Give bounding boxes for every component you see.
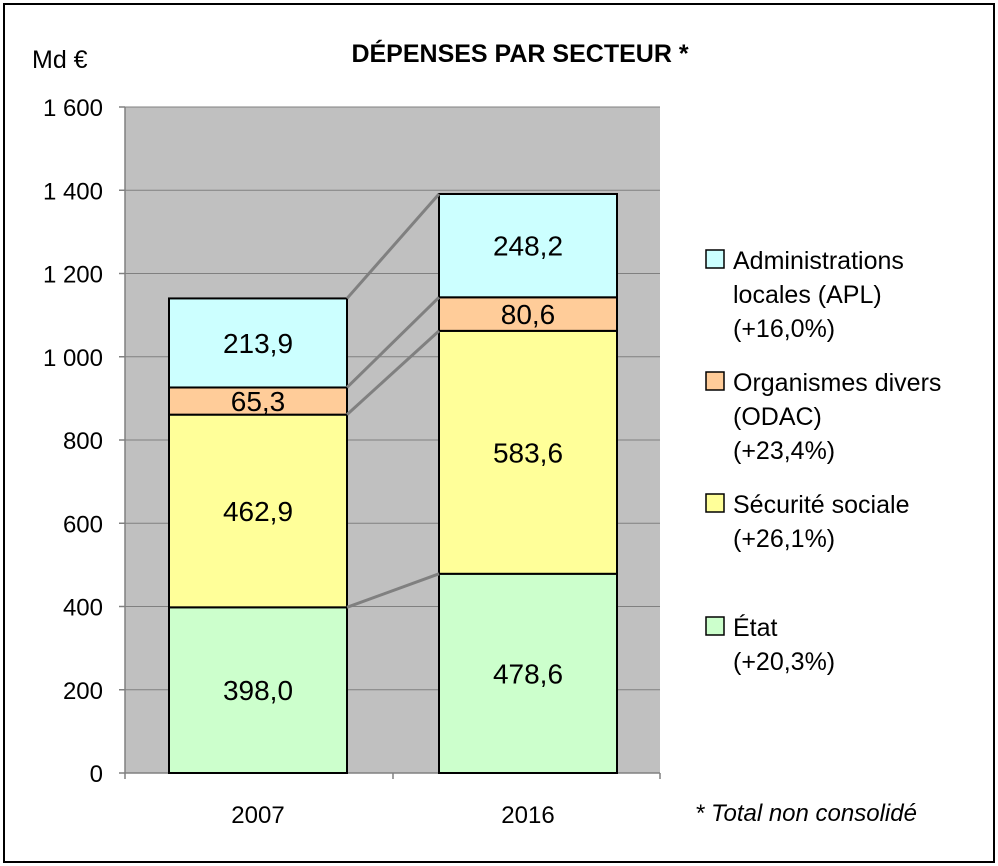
y-tick-label: 400 [63,595,103,622]
legend-swatch [705,371,725,391]
bar-segment [438,192,618,299]
data-label: 213,9 [223,328,293,359]
legend-label: (ODAC) [733,403,822,431]
y-tick-label: 1 200 [43,262,103,289]
series-connector-line [345,296,441,389]
chart-title: DÉPENSES PAR SECTEUR * [351,39,688,68]
y-tick-label: 1 000 [43,345,103,372]
legend-swatch [705,249,725,269]
data-label: 248,2 [493,231,563,262]
legend-label: Sécurité sociale [733,491,909,519]
bar-segment [438,329,618,575]
legend-label: Administrations [733,247,904,275]
data-label: 462,9 [223,496,293,527]
bar-segment [168,413,348,609]
legend-swatch [705,616,725,636]
bar-segment [168,386,348,416]
y-tick-label: 0 [90,761,103,788]
bar-segment [168,606,348,775]
data-label: 65,3 [231,386,286,417]
legend-swatch [705,493,725,513]
legend-label: (+26,1%) [733,525,835,553]
y-axis-unit: Md € [32,46,88,74]
data-label: 478,6 [493,658,563,689]
legend-label: locales (APL) [733,281,882,309]
bar-segment [168,297,348,389]
y-tick-label: 200 [63,678,103,705]
legend-label: (+16,0%) [733,315,835,343]
series-connector-line [345,193,441,300]
x-tick-label: 2007 [231,802,284,829]
y-tick-label: 600 [63,511,103,538]
y-tick-label: 1 600 [43,95,103,122]
footnote: * Total non consolidé [695,800,917,827]
legend-label: (+20,3%) [733,648,835,676]
x-tick-label: 2016 [501,802,554,829]
y-tick-label: 1 400 [43,178,103,205]
data-label: 80,6 [501,299,556,330]
data-label: 583,6 [493,437,563,468]
legend-label: (+23,4%) [733,437,835,465]
bar-segment [438,296,618,332]
y-tick-label: 800 [63,428,103,455]
series-connector-line [345,329,441,416]
data-label: 398,0 [223,675,293,706]
series-connector-line [346,572,440,609]
legend-label: Organismes divers [733,369,941,397]
legend-label: État [733,613,778,642]
